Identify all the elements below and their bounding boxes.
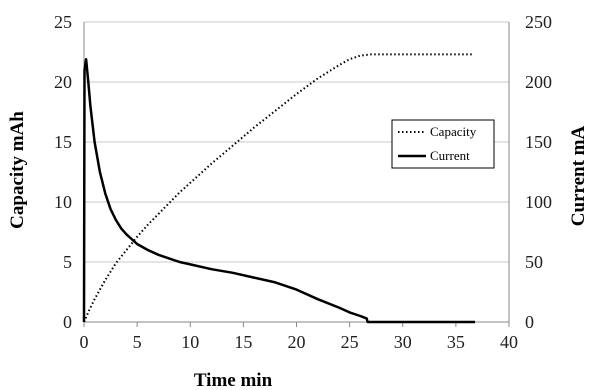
x-tick-label: 30 [394, 332, 412, 352]
y-left-tick-label: 5 [63, 252, 72, 272]
legend-label-current: Current [430, 148, 470, 163]
legend: Capacity Current [391, 119, 495, 169]
y-right-tick-label: 50 [525, 252, 543, 272]
y-right-tick-label: 100 [525, 192, 552, 212]
y-axis-right-title: Current mA [568, 126, 589, 227]
y-left-tick-label: 15 [54, 132, 72, 152]
x-tick-label: 5 [133, 332, 142, 352]
x-tick-label: 35 [447, 332, 465, 352]
x-tick-label: 40 [500, 332, 518, 352]
y-right-tick-label: 200 [525, 72, 552, 92]
y-right-tick-label: 150 [525, 132, 552, 152]
series-line-capacity [83, 53, 472, 323]
y-left-tick-label: 25 [54, 12, 72, 32]
x-tick-label: 25 [341, 332, 359, 352]
x-axis-title: Time min [194, 370, 273, 390]
legend-box [391, 119, 495, 169]
x-tick-label: 10 [181, 332, 199, 352]
x-tick-label: 0 [80, 332, 89, 352]
series-line-current [82, 57, 475, 324]
y-left-tick-label: 0 [63, 312, 72, 332]
legend-label-capacity: Capacity [430, 124, 477, 139]
y-right-tick-label: 0 [525, 312, 534, 332]
y-left-tick-label: 10 [54, 192, 72, 212]
x-tick-label: 15 [234, 332, 252, 352]
grid-lines [84, 21, 509, 263]
y-right-tick-label: 250 [525, 12, 552, 32]
axes [83, 22, 510, 327]
series-lines [82, 53, 475, 324]
y-axis-left-title: Capacity mAh [7, 111, 28, 229]
y-left-tick-label: 20 [54, 72, 72, 92]
x-tick-label: 20 [288, 332, 306, 352]
